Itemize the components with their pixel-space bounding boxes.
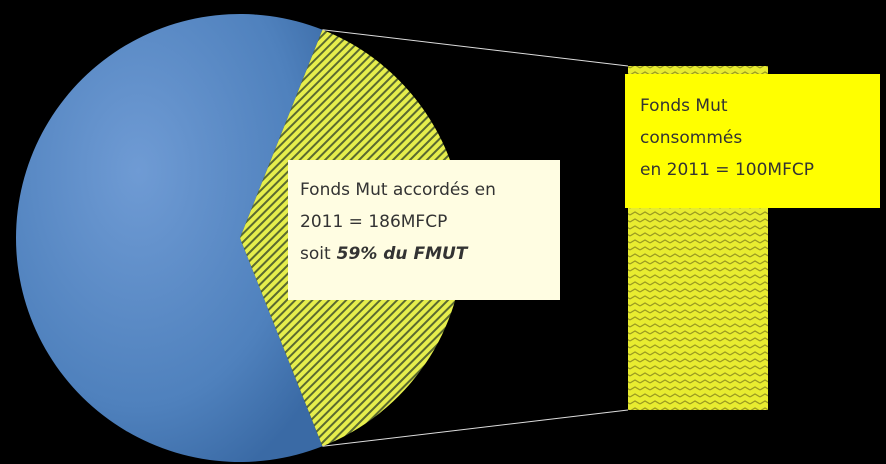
connector-line: [322, 409, 629, 447]
annotation-text: soit 59% du FMUT: [300, 244, 469, 264]
annotation-line: Fonds Mut accordés en: [300, 180, 496, 200]
annotation-emphasis: 59% du FMUT: [337, 244, 469, 264]
pie-slice: [16, 13, 323, 463]
annotation-box: [625, 74, 880, 208]
annotation-text: Fonds Mut: [640, 96, 728, 116]
annotation-text: consommés: [640, 128, 742, 148]
annotation-text: Fonds Mut accordés en: [300, 180, 496, 200]
annotation-line: soit: [300, 244, 331, 264]
annotation-line: 2011 = 186MFCP: [300, 212, 447, 232]
annotation-text: en 2011 = 100MFCP: [640, 160, 814, 180]
annotation-text: 2011 = 186MFCP: [300, 212, 447, 232]
annotation-box: [288, 160, 560, 300]
connector-line: [322, 29, 629, 67]
